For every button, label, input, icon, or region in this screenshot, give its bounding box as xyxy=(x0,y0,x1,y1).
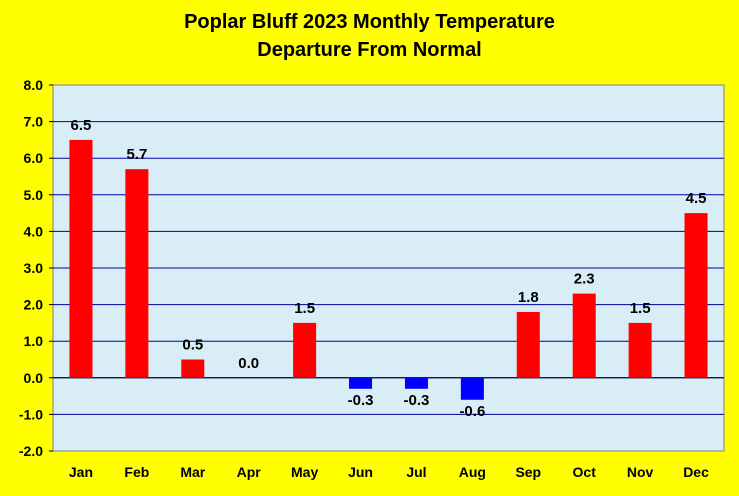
bar-aug xyxy=(460,377,484,400)
x-tick-label: Sep xyxy=(515,464,541,480)
data-label: 5.7 xyxy=(126,146,147,163)
x-tick-label: Jul xyxy=(406,464,426,480)
bar-feb xyxy=(125,169,149,378)
data-label: 2.3 xyxy=(574,271,595,288)
x-tick-label: Mar xyxy=(180,464,205,480)
data-label: -0.3 xyxy=(404,392,430,409)
y-tick-label: 3.0 xyxy=(24,260,44,276)
data-label: 1.5 xyxy=(630,300,651,317)
bar-oct xyxy=(572,293,596,378)
x-tick-label: Jun xyxy=(348,464,373,480)
y-tick-label: -1.0 xyxy=(19,406,43,422)
bar-jan xyxy=(69,139,93,378)
bar-jul xyxy=(404,377,428,389)
chart-subtitle: Departure From Normal xyxy=(257,39,482,61)
data-label: -0.3 xyxy=(348,392,374,409)
y-tick-label: 7.0 xyxy=(24,114,44,130)
bar-mar xyxy=(181,359,205,378)
bar-nov xyxy=(628,322,652,378)
x-tick-label: Feb xyxy=(124,464,149,480)
chart-title-block: Poplar Bluff 2023 Monthly Temperature De… xyxy=(0,8,739,64)
data-labels: 6.5 5.7 0.5 0.0 1.5 -0.3 -0.3 -0.6 1.8 2.3 1.5 4.5 xyxy=(71,117,707,420)
x-tick-label: Oct xyxy=(573,464,597,480)
x-axis-ticks: Jan Feb Mar Apr May Jun Jul Aug Sep Oct Nov Dec xyxy=(69,464,709,480)
x-tick-label: Jan xyxy=(69,464,93,480)
data-label: 1.8 xyxy=(518,289,539,306)
y-tick-label: 6.0 xyxy=(24,150,44,166)
y-tick-label: 1.0 xyxy=(24,333,44,349)
y-axis-ticks: -2.0 -1.0 0.0 1.0 2.0 3.0 4.0 5.0 6.0 7.0 8.0 xyxy=(19,77,53,459)
bar-dec xyxy=(684,213,708,378)
x-tick-label: Dec xyxy=(683,464,709,480)
y-tick-label: 8.0 xyxy=(24,77,44,93)
data-label: 0.0 xyxy=(238,355,259,372)
data-label: -0.6 xyxy=(459,403,485,420)
y-tick-label: 2.0 xyxy=(24,297,44,313)
y-tick-label: 0.0 xyxy=(24,370,44,386)
chart-title: Poplar Bluff 2023 Monthly Temperature xyxy=(184,11,555,33)
y-tick-label: 4.0 xyxy=(24,223,44,239)
bars xyxy=(69,139,708,400)
x-tick-label: Aug xyxy=(459,464,486,480)
x-tick-label: Nov xyxy=(627,464,654,480)
y-tick-label: 5.0 xyxy=(24,187,44,203)
gridlines xyxy=(53,121,724,415)
x-tick-label: Apr xyxy=(237,464,262,480)
x-tick-label: May xyxy=(291,464,318,480)
bar-jun xyxy=(349,377,373,389)
y-tick-label: -2.0 xyxy=(19,443,43,459)
data-label: 6.5 xyxy=(71,117,92,134)
data-label: 1.5 xyxy=(294,300,315,317)
bar-may xyxy=(293,322,317,378)
bar-sep xyxy=(516,311,540,378)
data-label: 4.5 xyxy=(686,190,707,207)
data-label: 0.5 xyxy=(182,337,203,354)
